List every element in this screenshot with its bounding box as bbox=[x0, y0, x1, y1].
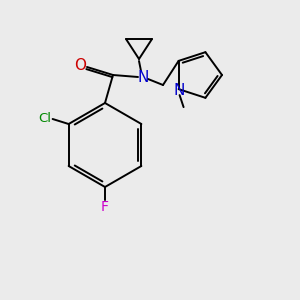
Text: N: N bbox=[174, 82, 185, 98]
Text: O: O bbox=[74, 58, 86, 74]
Text: F: F bbox=[101, 200, 109, 214]
Text: Cl: Cl bbox=[38, 112, 51, 125]
Text: N: N bbox=[137, 70, 149, 85]
